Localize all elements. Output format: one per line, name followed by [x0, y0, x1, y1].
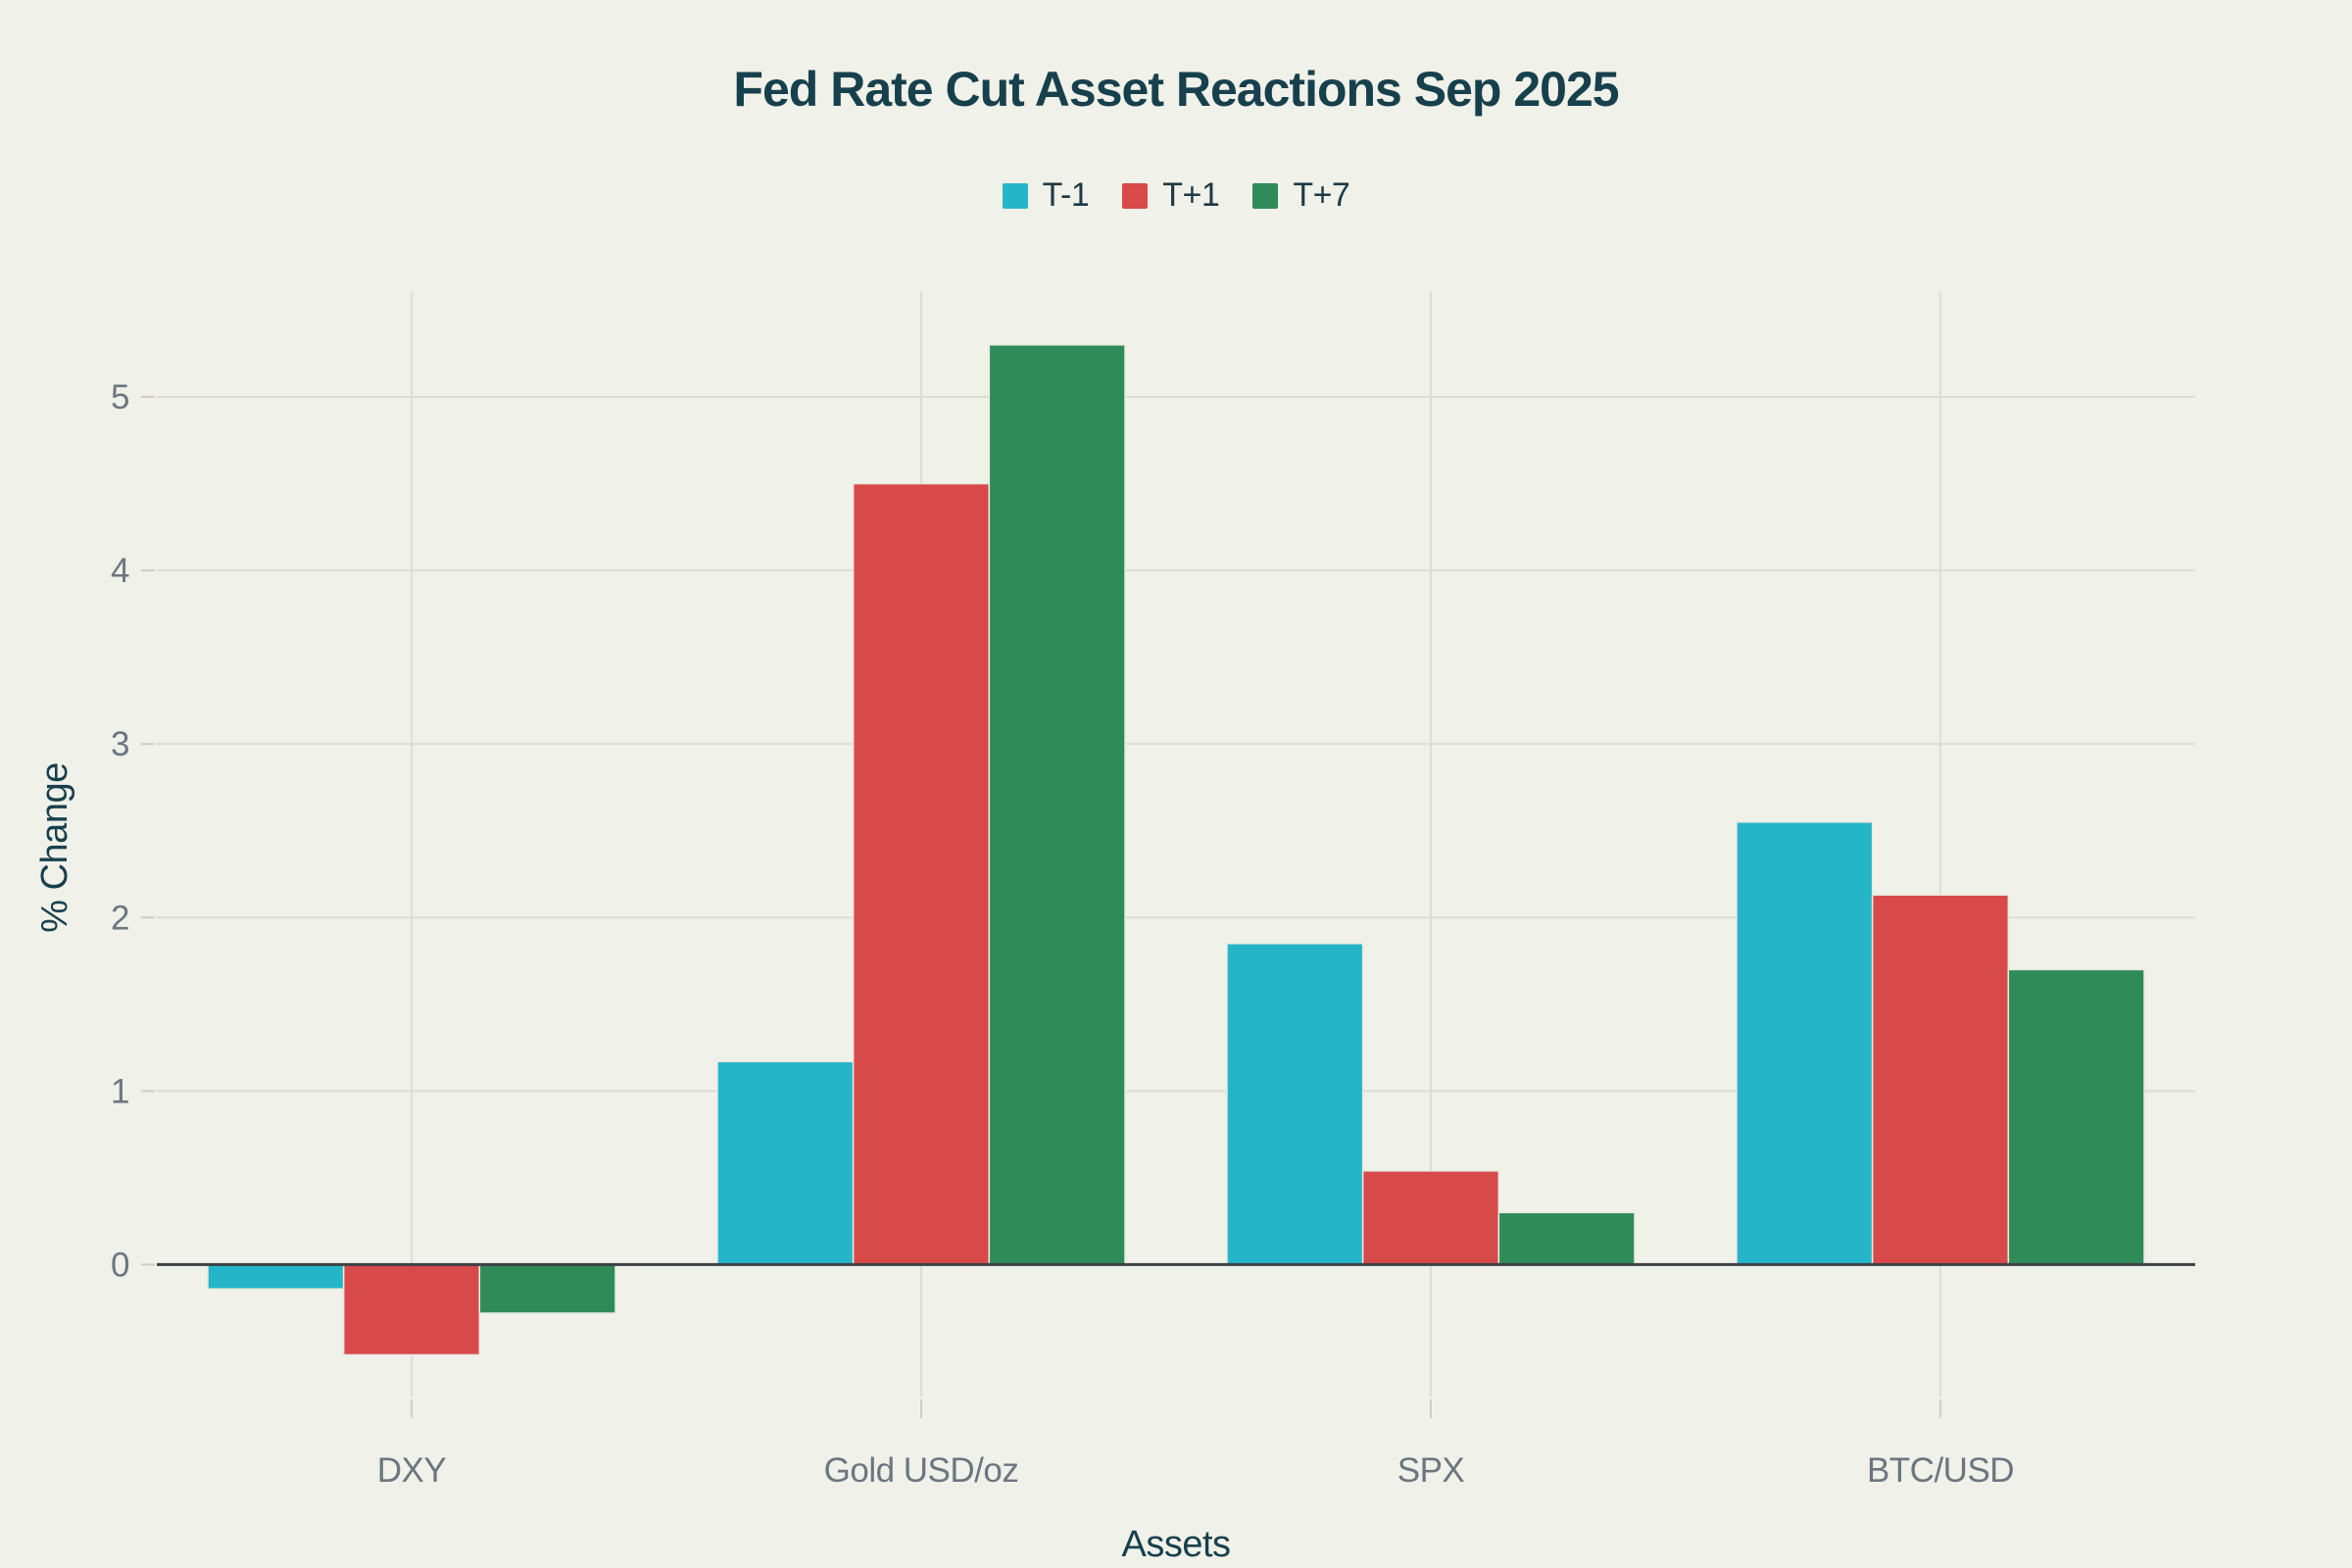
y-tick-label: 1: [111, 1072, 129, 1110]
x-axis-title: Assets: [1121, 1524, 1230, 1565]
y-tick-label: 5: [111, 378, 129, 416]
legend-item-t-7[interactable]: T+7: [1252, 176, 1350, 215]
y-axis-title: % Change: [34, 762, 75, 932]
bar: [207, 1263, 345, 1290]
x-tick-label: SPX: [1397, 1451, 1465, 1490]
y-tick-label: 3: [111, 725, 129, 763]
legend-swatch: [1002, 182, 1028, 209]
bar: [1361, 1170, 1500, 1266]
bar: [716, 1060, 855, 1266]
chart-title: Fed Rate Cut Asset Reactions Sep 2025: [733, 62, 1619, 117]
legend-label: T+7: [1293, 176, 1350, 214]
bar: [478, 1263, 616, 1314]
bar: [1736, 821, 1874, 1266]
legend-item-t-1[interactable]: T-1: [1002, 176, 1090, 215]
legend-label: T+1: [1162, 176, 1220, 214]
legend-swatch: [1122, 182, 1149, 209]
y-tick-label: 0: [111, 1246, 129, 1284]
x-tick-label: DXY: [377, 1451, 447, 1490]
y-tick-label: 2: [111, 899, 129, 937]
bar: [1497, 1211, 1636, 1266]
bar: [852, 482, 991, 1266]
bar: [988, 344, 1126, 1266]
x-tick-label: BTC/USD: [1867, 1451, 2014, 1490]
legend-item-t-1[interactable]: T+1: [1122, 176, 1220, 215]
legend-label: T-1: [1042, 176, 1090, 214]
bar: [342, 1263, 481, 1356]
legend-swatch: [1252, 182, 1279, 209]
bar: [2007, 968, 2145, 1266]
x-tick-label: Gold USD/oz: [824, 1451, 1019, 1490]
y-tick-label: 4: [111, 552, 129, 590]
bar: [1226, 943, 1364, 1266]
bar: [1871, 894, 2010, 1266]
legend: T-1 T+1 T+7: [0, 176, 2352, 215]
